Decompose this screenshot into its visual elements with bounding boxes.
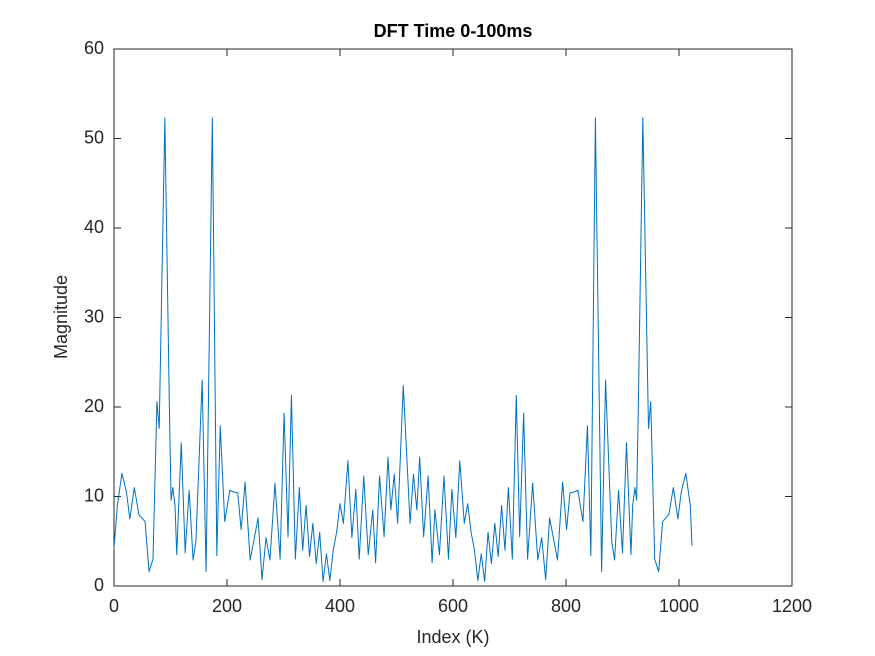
x-axis-label: Index (K) bbox=[416, 627, 489, 647]
y-axis-label: Magnitude bbox=[51, 275, 71, 359]
x-tick-label: 1200 bbox=[772, 596, 812, 616]
x-tick-label: 600 bbox=[438, 596, 468, 616]
y-tick-label: 50 bbox=[84, 127, 104, 147]
data-line bbox=[113, 117, 693, 583]
x-tick-label: 200 bbox=[212, 596, 242, 616]
x-tick-label: 0 bbox=[109, 596, 119, 616]
y-tick-label: 0 bbox=[94, 575, 104, 595]
y-tick-label: 60 bbox=[84, 38, 104, 58]
plot-area bbox=[113, 48, 793, 587]
y-tick-label: 20 bbox=[84, 396, 104, 416]
y-tick-label: 10 bbox=[84, 485, 104, 505]
chart-title: DFT Time 0-100ms bbox=[374, 21, 533, 41]
x-tick-label: 800 bbox=[551, 596, 581, 616]
y-tick-label: 30 bbox=[84, 306, 104, 326]
y-tick-label: 40 bbox=[84, 217, 104, 237]
x-tick-label: 400 bbox=[325, 596, 355, 616]
x-tick-label: 1000 bbox=[659, 596, 699, 616]
